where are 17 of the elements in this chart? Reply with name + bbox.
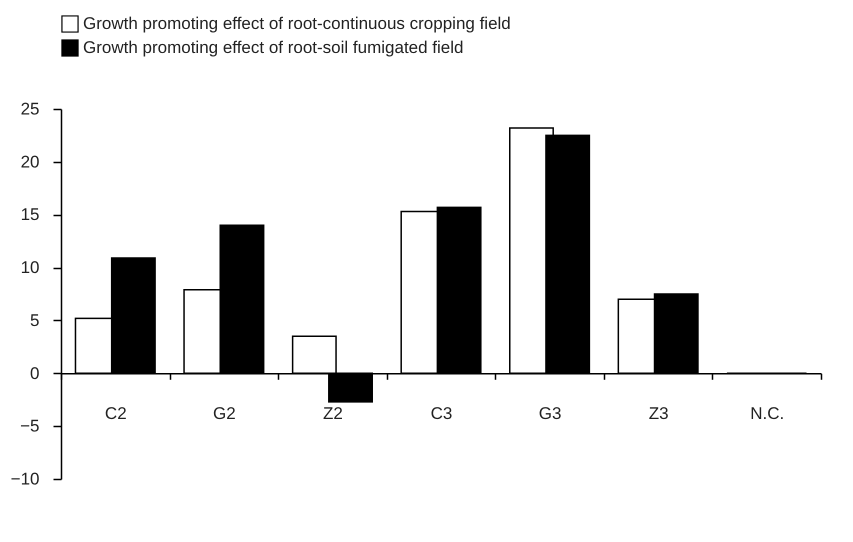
- y-tick-label: −10: [10, 470, 40, 488]
- legend-label: Growth promoting effect of root-continuous cropping field: [83, 14, 511, 33]
- y-tick-label: 15: [20, 205, 40, 224]
- legend-label: Growth promoting effect of root-soil fumigated field: [83, 38, 464, 57]
- x-tick-label: Z3: [648, 404, 669, 423]
- y-tick-label: 20: [20, 152, 40, 172]
- y-tick-label: 0: [30, 364, 40, 383]
- x-tick-label: G2: [213, 404, 236, 423]
- x-tick-label: N.C.: [750, 404, 784, 423]
- x-tick-label: Z2: [323, 404, 343, 423]
- y-tick-label: 10: [20, 258, 40, 278]
- y-tick-label: −5: [20, 416, 40, 436]
- y-tick-label: 25: [20, 100, 40, 118]
- x-tick-label: G3: [538, 404, 562, 423]
- x-tick-label: C3: [430, 404, 452, 423]
- x-tick-label: C2: [104, 404, 127, 423]
- y-tick-label: 5: [30, 310, 40, 330]
